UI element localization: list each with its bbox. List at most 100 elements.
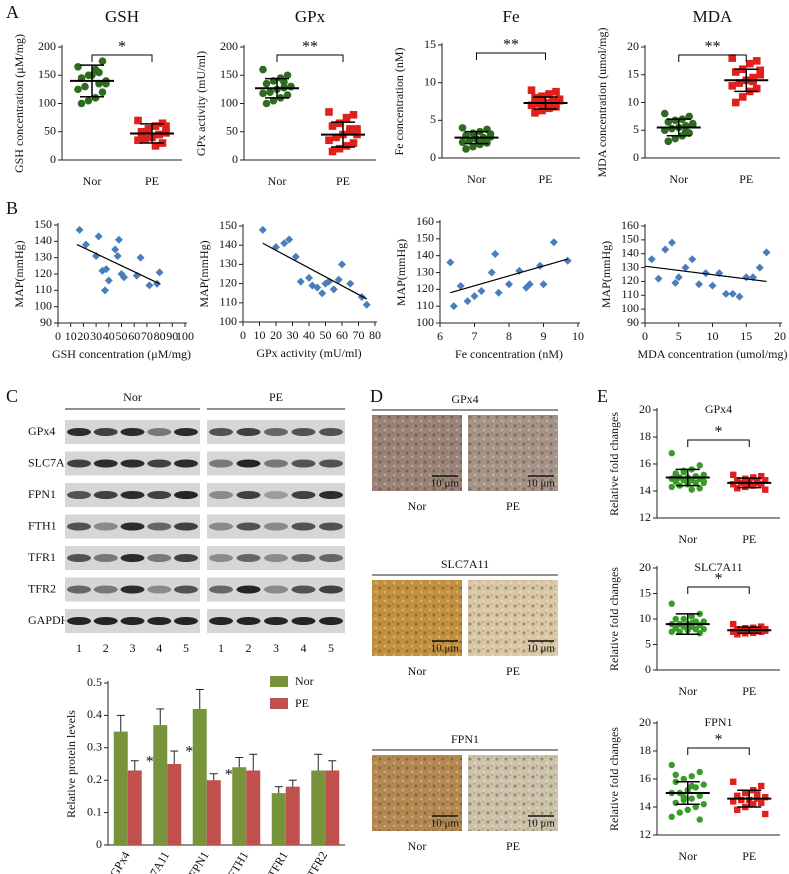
- data-point: [258, 225, 267, 234]
- x-tick-label: Nor: [268, 174, 287, 188]
- data-point: [349, 139, 358, 147]
- blot-band: [120, 522, 145, 531]
- x-tick-label: GPx4: [107, 849, 133, 874]
- blot-band: [67, 554, 91, 562]
- blot-row-label: GPx4: [28, 424, 55, 438]
- blot-band: [319, 428, 343, 436]
- panel-label: C: [6, 386, 18, 406]
- data-point: [476, 140, 484, 149]
- x-axis-label: Fe concentration (nM): [455, 347, 563, 361]
- y-tick-label: 130: [34, 249, 52, 263]
- data-point: [674, 273, 683, 282]
- y-tick-label: 18: [639, 429, 651, 443]
- significance-label: *: [715, 424, 723, 441]
- ihc-texture: [372, 415, 462, 491]
- blot-band: [120, 428, 145, 436]
- data-point: [95, 68, 103, 77]
- x-tick-label: 10: [572, 329, 584, 343]
- y-axis-label: Relative fold changes: [607, 412, 621, 516]
- bar: [127, 770, 142, 845]
- blot-band: [174, 459, 198, 468]
- data-point: [688, 486, 695, 493]
- data-point: [291, 252, 300, 261]
- y-tick-label: 50: [226, 124, 238, 138]
- y-axis-label: MAP(mmHg): [599, 241, 613, 308]
- x-tick-label: 30: [90, 329, 102, 343]
- blot-band: [67, 428, 91, 436]
- y-tick-label: 5: [430, 112, 436, 126]
- y-axis-label: Relative fold changes: [607, 567, 621, 671]
- x-tick-label: 20: [270, 328, 282, 342]
- data-point: [758, 799, 765, 806]
- data-point: [259, 65, 267, 74]
- scale-label: 10 μm: [527, 643, 556, 655]
- y-tick-label: 120: [219, 275, 237, 289]
- y-tick-label: 16: [639, 456, 651, 470]
- y-tick-label: 120: [621, 273, 639, 287]
- y-tick-label: 16: [639, 771, 651, 785]
- data-point: [462, 145, 470, 153]
- blot-band: [67, 491, 91, 499]
- blot-band: [291, 459, 316, 468]
- y-tick-label: 150: [219, 218, 237, 232]
- data-point: [685, 112, 694, 121]
- x-tick-label: 40: [103, 329, 115, 343]
- y-tick-label: 100: [416, 315, 434, 329]
- y-tick-label: 50: [44, 124, 56, 138]
- data-point: [463, 297, 472, 306]
- data-point: [338, 260, 346, 269]
- blot-band: [236, 522, 261, 531]
- blot-row-label: TFR2: [28, 581, 56, 595]
- data-point: [342, 113, 351, 122]
- data-point: [734, 792, 741, 799]
- data-point: [527, 101, 536, 110]
- blot-group-label: Nor: [123, 390, 142, 404]
- blot-band: [93, 428, 118, 436]
- blot-band: [319, 617, 343, 625]
- data-point: [730, 798, 737, 805]
- data-point: [688, 782, 695, 790]
- chart-title: SLC7A11: [694, 560, 742, 574]
- data-point: [700, 801, 707, 808]
- bar: [206, 780, 221, 845]
- x-tick-label: Nor: [83, 174, 102, 188]
- y-axis-label: GPx activity (mU/ml): [194, 51, 208, 156]
- data-point: [346, 279, 355, 288]
- ihc-group-label: Nor: [408, 664, 427, 678]
- x-tick-label: PE: [336, 174, 350, 188]
- x-tick-label: 70: [353, 328, 365, 342]
- data-point: [538, 92, 546, 101]
- x-tick-label: FTH1: [225, 849, 251, 874]
- data-point: [527, 86, 536, 94]
- data-point: [549, 238, 558, 247]
- data-point: [349, 111, 358, 119]
- x-tick-label: FPN1: [186, 849, 212, 874]
- data-point: [654, 274, 663, 283]
- blot-band: [209, 617, 233, 625]
- y-tick-label: 90: [40, 315, 52, 329]
- data-point: [664, 137, 673, 146]
- y-axis-label: MAP(mmHg): [12, 240, 26, 307]
- chart-title: GPx: [295, 7, 326, 26]
- y-tick-label: 100: [219, 314, 237, 328]
- y-tick-label: 110: [219, 295, 237, 309]
- data-point: [684, 806, 691, 813]
- data-point: [100, 286, 109, 295]
- blot-band: [120, 554, 145, 562]
- ihc-title: SLC7A11: [441, 557, 489, 571]
- ihc-group-label: PE: [506, 499, 520, 513]
- y-tick-label: 0: [96, 837, 102, 851]
- y-tick-label: 140: [416, 247, 434, 261]
- data-point: [262, 99, 271, 108]
- data-point: [701, 269, 710, 278]
- lane-label: 2: [103, 641, 109, 655]
- x-tick-label: 8: [506, 329, 512, 343]
- data-point: [155, 268, 164, 277]
- legend-swatch: [270, 676, 288, 687]
- ihc-texture: [372, 580, 462, 656]
- blot-band: [93, 585, 118, 594]
- data-point: [762, 810, 769, 818]
- y-tick-label: 140: [219, 237, 237, 251]
- y-tick-label: 200: [38, 39, 56, 53]
